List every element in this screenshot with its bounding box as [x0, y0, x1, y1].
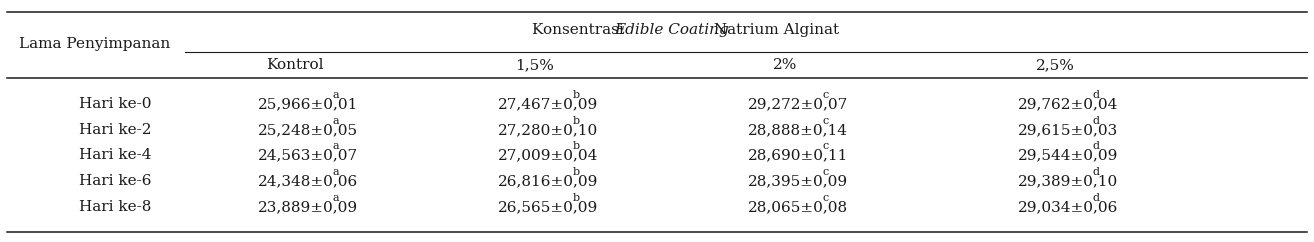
Text: c: c: [823, 90, 829, 100]
Text: a: a: [332, 141, 339, 151]
Text: d: d: [1092, 116, 1100, 126]
Text: 29,762±0,04: 29,762±0,04: [1017, 97, 1118, 111]
Text: Hari ke-2: Hari ke-2: [79, 123, 151, 137]
Text: 2%: 2%: [773, 58, 798, 72]
Text: a: a: [332, 167, 339, 177]
Text: 29,272±0,07: 29,272±0,07: [748, 97, 848, 111]
Text: b: b: [573, 141, 579, 151]
Text: Natrium Alginat: Natrium Alginat: [710, 23, 840, 37]
Text: a: a: [332, 116, 339, 126]
Text: a: a: [332, 193, 339, 203]
Text: 29,544±0,09: 29,544±0,09: [1017, 148, 1118, 162]
Text: 23,889±0,09: 23,889±0,09: [258, 200, 357, 214]
Text: 26,565±0,09: 26,565±0,09: [498, 200, 598, 214]
Text: 25,966±0,01: 25,966±0,01: [258, 97, 357, 111]
Text: Konsentrasi: Konsentrasi: [532, 23, 629, 37]
Text: 29,034±0,06: 29,034±0,06: [1017, 200, 1118, 214]
Text: 27,009±0,04: 27,009±0,04: [498, 148, 598, 162]
Text: Lama Penyimpanan: Lama Penyimpanan: [20, 37, 171, 51]
Text: 29,389±0,10: 29,389±0,10: [1017, 174, 1118, 188]
Text: 27,467±0,09: 27,467±0,09: [498, 97, 598, 111]
Text: Kontrol: Kontrol: [267, 58, 323, 72]
Text: c: c: [823, 116, 829, 126]
Text: 25,248±0,05: 25,248±0,05: [258, 123, 357, 137]
Text: b: b: [573, 167, 579, 177]
Text: a: a: [332, 90, 339, 100]
Text: d: d: [1092, 90, 1100, 100]
Text: c: c: [823, 167, 829, 177]
Text: b: b: [573, 90, 579, 100]
Text: 2,5%: 2,5%: [1035, 58, 1075, 72]
Text: b: b: [573, 116, 579, 126]
Text: 24,348±0,06: 24,348±0,06: [258, 174, 357, 188]
Text: Hari ke-8: Hari ke-8: [79, 200, 151, 214]
Text: 28,690±0,11: 28,690±0,11: [748, 148, 848, 162]
Text: c: c: [823, 193, 829, 203]
Text: b: b: [573, 193, 579, 203]
Text: 27,280±0,10: 27,280±0,10: [498, 123, 598, 137]
Text: 26,816±0,09: 26,816±0,09: [498, 174, 598, 188]
Text: Edible Coating: Edible Coating: [614, 23, 728, 37]
Text: d: d: [1092, 193, 1100, 203]
Text: d: d: [1092, 167, 1100, 177]
Text: 29,615±0,03: 29,615±0,03: [1017, 123, 1118, 137]
Text: Hari ke-6: Hari ke-6: [79, 174, 151, 188]
Text: 24,563±0,07: 24,563±0,07: [258, 148, 357, 162]
Text: Hari ke-4: Hari ke-4: [79, 148, 151, 162]
Text: 28,065±0,08: 28,065±0,08: [748, 200, 848, 214]
Text: 28,888±0,14: 28,888±0,14: [748, 123, 848, 137]
Text: 28,395±0,09: 28,395±0,09: [748, 174, 848, 188]
Text: Hari ke-0: Hari ke-0: [79, 97, 151, 111]
Text: c: c: [823, 141, 829, 151]
Text: 1,5%: 1,5%: [515, 58, 555, 72]
Text: d: d: [1092, 141, 1100, 151]
